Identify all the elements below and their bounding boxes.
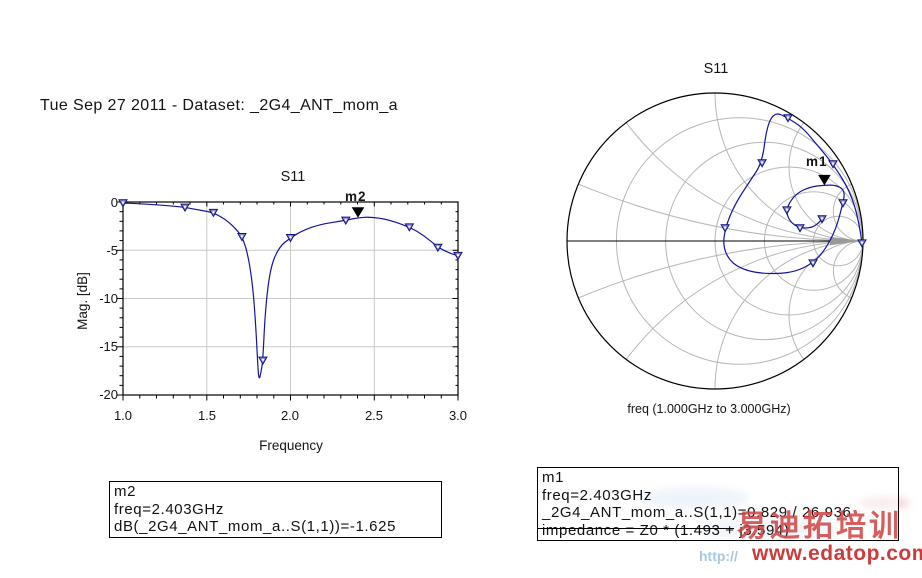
mag-ytick-1: -5 xyxy=(106,243,118,258)
watermark-cn-text: 易迪拓培训 xyxy=(737,509,902,544)
mag-xtick-0: 1.0 xyxy=(113,408,133,423)
mag-xaxis-label: Frequency xyxy=(259,438,323,453)
mag-data-point-markers xyxy=(118,199,463,366)
smith-caption: freq (1.000GHz to 3.000GHz) xyxy=(627,402,791,416)
mag-xtick-1: 1.5 xyxy=(197,408,217,423)
m1-box-line2: freq=2.403GHz xyxy=(542,486,652,504)
m2-readout-box[interactable]: m2 freq=2.403GHz dB(_2G4_ANT_mom_a..S(1,… xyxy=(109,481,442,538)
mag-tick-marks xyxy=(116,201,459,401)
smith-plot xyxy=(566,92,867,390)
m1-box-line3: _2G4_ANT_mom_a..S(1,1)=0.829 / 26.936 xyxy=(542,504,852,521)
s11-magnitude-trace xyxy=(122,202,459,379)
m2-box-line2: freq=2.403GHz xyxy=(114,500,224,518)
m1-marker-icon[interactable] xyxy=(818,174,831,186)
mag-ytick-4: -20 xyxy=(99,387,118,402)
m1-box-line4: impedance = Z0 * (1.493 + j3.594) xyxy=(542,521,790,539)
m2-marker-label[interactable]: m2 xyxy=(345,189,367,204)
m1-box-divider-line xyxy=(537,528,734,529)
mag-xtick-3: 2.5 xyxy=(364,408,384,423)
mag-plot-title: S11 xyxy=(280,169,306,185)
mag-ytick-2: -10 xyxy=(99,291,118,306)
m2-box-line1: m2 xyxy=(114,483,137,500)
m1-box-line1: m1 xyxy=(542,469,565,486)
mag-gridlines xyxy=(123,202,458,395)
mag-yaxis-label: Mag. [dB] xyxy=(75,272,90,330)
page-title: Tue Sep 27 2011 - Dataset: _2G4_ANT_mom_… xyxy=(40,97,398,114)
m2-box-line3: dB(_2G4_ANT_mom_a..S(1,1))=-1.625 xyxy=(114,518,397,535)
m2-marker-icon[interactable] xyxy=(351,207,365,218)
watermark-http-prefix: http:// xyxy=(699,548,738,564)
mag-xtick-4: 3.0 xyxy=(448,408,468,423)
smith-plot-title: S11 xyxy=(703,61,729,77)
mag-plot-border xyxy=(122,201,459,396)
watermark-url[interactable]: www.edatop.com xyxy=(752,542,922,565)
mag-xtick-2: 2.0 xyxy=(280,408,300,423)
mag-ytick-3: -15 xyxy=(99,339,118,354)
mag-ytick-0: 0 xyxy=(110,195,118,210)
mag-plot xyxy=(116,199,463,401)
s11-smith-trace xyxy=(723,113,863,275)
smith-data-point-markers xyxy=(720,114,867,268)
m1-marker-label[interactable]: m1 xyxy=(806,154,828,169)
smith-axis-arrow-icon xyxy=(830,236,861,246)
